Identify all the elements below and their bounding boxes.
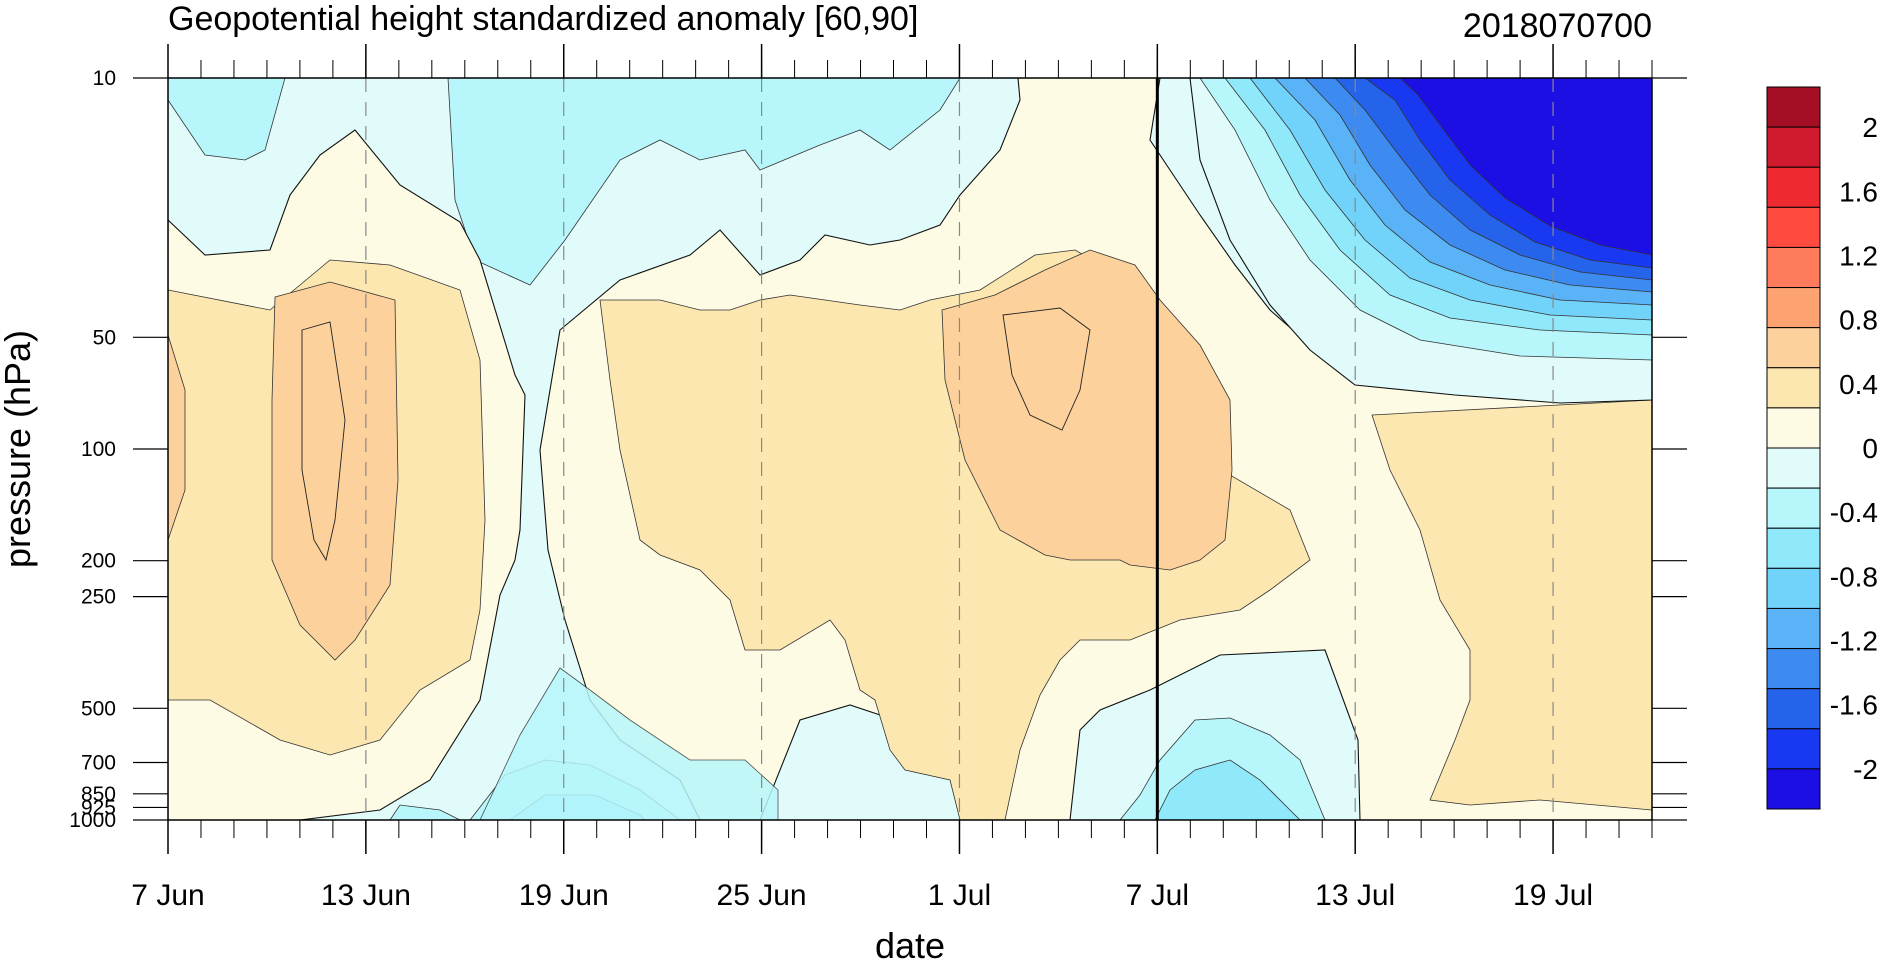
fill-neg-left-top <box>168 78 286 161</box>
chart-date-stamp: 2018070700 <box>1463 7 1652 45</box>
x-tick-label: 7 Jul <box>1126 879 1189 912</box>
colorbar-label: -1.2 <box>1830 626 1878 657</box>
colorbar-swatch <box>1766 327 1821 369</box>
y-tick-label: 100 <box>81 438 116 461</box>
colorbar-label: 0.4 <box>1839 369 1878 400</box>
colorbar-swatch <box>1766 688 1821 730</box>
y-tick-label: 925 <box>81 796 116 819</box>
colorbar-label: 1.2 <box>1839 240 1878 271</box>
x-tick-label: 13 Jun <box>321 879 411 912</box>
y-tick-label: 250 <box>81 586 116 609</box>
colorbar-swatch <box>1766 206 1821 248</box>
colorbar-label: -0.8 <box>1830 561 1878 592</box>
x-tick-label: 1 Jul <box>928 879 991 912</box>
y-tick-label: 700 <box>81 752 116 775</box>
colorbar-swatch <box>1766 287 1821 329</box>
colorbar-swatch <box>1766 126 1821 168</box>
fill-neg-bottom-8jul-inner <box>1154 759 1301 820</box>
colorbar: 2 1.6 1.2 0.8 0.4 0 -0.4 -0.8 -1.2 -1.6 -2 <box>1766 86 1878 810</box>
x-tick-label: 25 Jun <box>717 879 807 912</box>
colorbar-swatch <box>1766 447 1821 489</box>
chart-title: Geopotential height standardized anomaly… <box>168 0 918 38</box>
y-axis-label: pressure (hPa) <box>0 330 38 568</box>
colorbar-label: -0.4 <box>1830 497 1878 528</box>
colorbar-swatch <box>1766 86 1821 128</box>
x-tick-label: 7 Jun <box>131 879 204 912</box>
x-tick-label: 19 Jun <box>519 879 609 912</box>
colorbar-swatch <box>1766 246 1821 289</box>
y-tick-label: 1000 <box>69 809 116 832</box>
colorbar-swatch <box>1766 607 1821 650</box>
colorbar-label: 0 <box>1862 433 1878 464</box>
x-axis: 7 Jun 13 Jun 19 Jun 25 Jun 1 Jul 7 Jul 13 Jul 1… <box>131 44 1653 912</box>
colorbar-swatch <box>1766 728 1821 770</box>
colorbar-label: 0.8 <box>1839 305 1878 336</box>
date-gridlines <box>365 78 1554 820</box>
contour-fill-layer <box>168 78 1652 820</box>
colorbar-label: 1.6 <box>1839 176 1878 207</box>
x-axis-label: date <box>875 925 945 963</box>
fill-pos-08-13jun <box>301 321 346 562</box>
y-tick-label: 50 <box>93 326 116 349</box>
colorbar-swatch <box>1766 367 1821 409</box>
fill-neg-24-ur <box>1399 78 1652 256</box>
colorbar-swatch <box>1766 527 1821 569</box>
fill-pos-04-right <box>1371 399 1652 811</box>
fill-neg-bottom-13jun <box>389 804 461 820</box>
y-tick-label: 500 <box>81 697 116 720</box>
colorbar-swatch <box>1766 487 1821 529</box>
x-tick-label: 19 Jul <box>1513 879 1593 912</box>
fill-neg-bottom-mid <box>479 667 779 820</box>
colorbar-label: -2 <box>1853 754 1878 785</box>
colorbar-label: -1.6 <box>1830 690 1878 721</box>
colorbar-swatch <box>1766 166 1821 208</box>
colorbar-label: 2 <box>1862 112 1878 143</box>
fill-neg-upper-mid <box>447 78 961 286</box>
x-tick-label: 13 Jul <box>1315 879 1395 912</box>
y-tick-label: 10 <box>93 67 116 90</box>
colorbar-swatch <box>1766 648 1821 690</box>
colorbar-swatch <box>1766 407 1821 449</box>
y-tick-label: 200 <box>81 550 116 573</box>
fill-pos-06-left-edge <box>168 334 186 541</box>
colorbar-swatch <box>1766 567 1821 609</box>
colorbar-swatch <box>1766 768 1821 810</box>
fill-pos-08-jul <box>1002 307 1091 431</box>
y-tick-label: 850 <box>81 783 116 806</box>
